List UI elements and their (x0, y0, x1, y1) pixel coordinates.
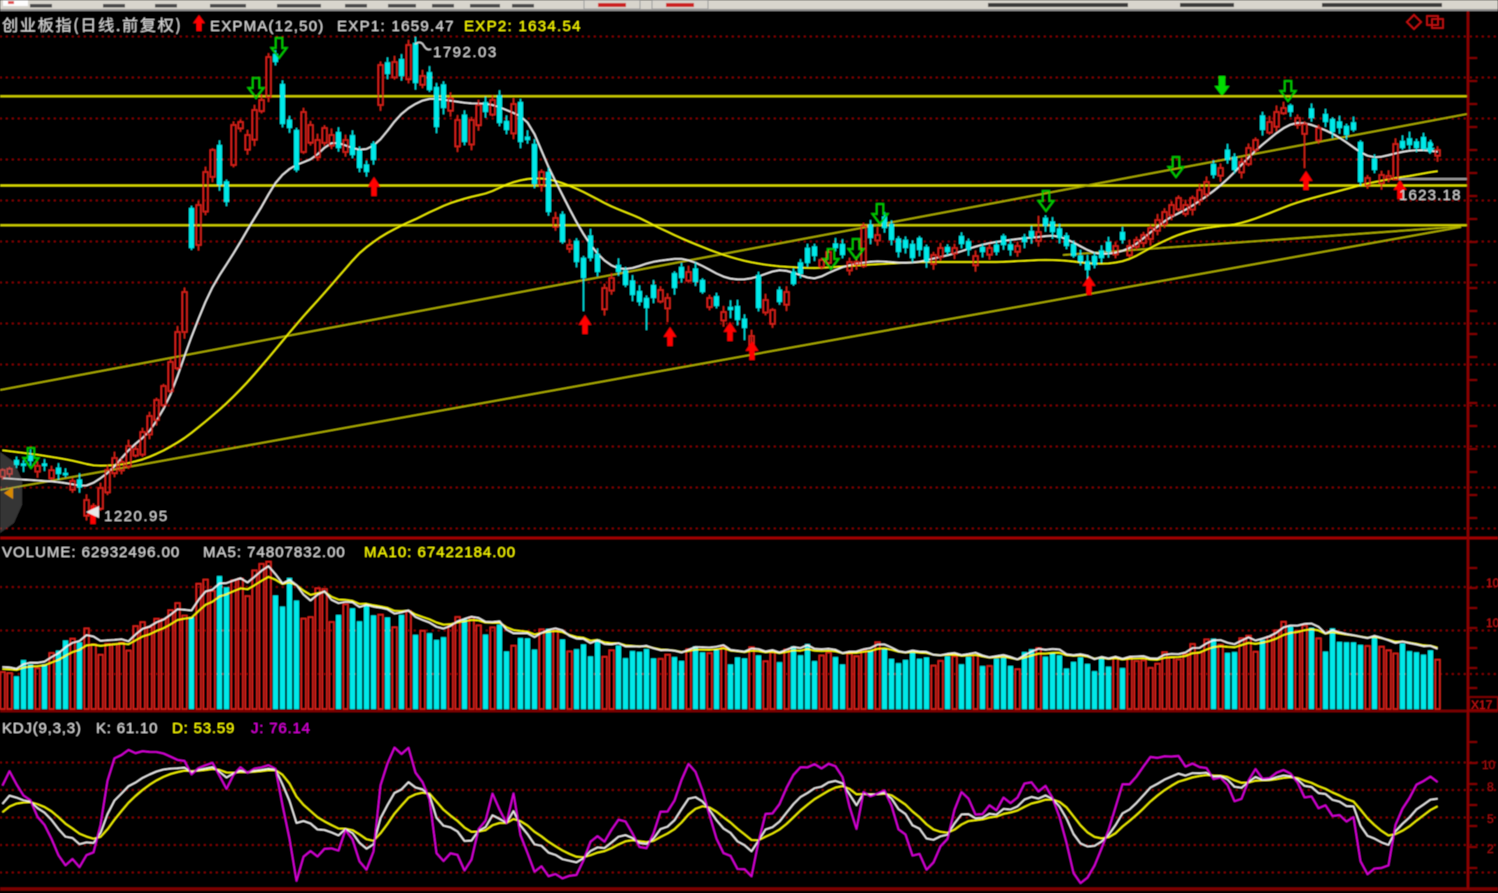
svg-text:EXPMA(12,50): EXPMA(12,50) (210, 18, 324, 35)
svg-text:X17: X17 (1471, 698, 1493, 712)
svg-text:10: 10 (1486, 616, 1498, 630)
svg-text:K: 61.10: K: 61.10 (96, 720, 158, 737)
svg-text:1792.03: 1792.03 (433, 44, 498, 61)
svg-text:10: 10 (1486, 576, 1498, 590)
svg-text:EXP2: 1634.54: EXP2: 1634.54 (464, 18, 582, 35)
svg-text:D: 53.59: D: 53.59 (172, 720, 235, 737)
svg-text:J: 76.14: J: 76.14 (251, 720, 311, 737)
svg-text:1623.18: 1623.18 (1399, 187, 1462, 204)
svg-text:10: 10 (1482, 758, 1496, 772)
svg-text:MA5: 74807832.00: MA5: 74807832.00 (203, 544, 346, 561)
svg-text:MA10: 67422184.00: MA10: 67422184.00 (364, 544, 516, 561)
svg-text:1220.95: 1220.95 (104, 508, 169, 525)
svg-text:VOLUME: 62932496.00: VOLUME: 62932496.00 (2, 544, 180, 561)
svg-text:5: 5 (1487, 812, 1494, 826)
svg-text:EXP1: 1659.47: EXP1: 1659.47 (337, 18, 455, 35)
svg-text:8: 8 (1487, 780, 1494, 794)
svg-text:2: 2 (1487, 842, 1494, 856)
svg-text:KDJ(9,3,3): KDJ(9,3,3) (2, 720, 82, 737)
